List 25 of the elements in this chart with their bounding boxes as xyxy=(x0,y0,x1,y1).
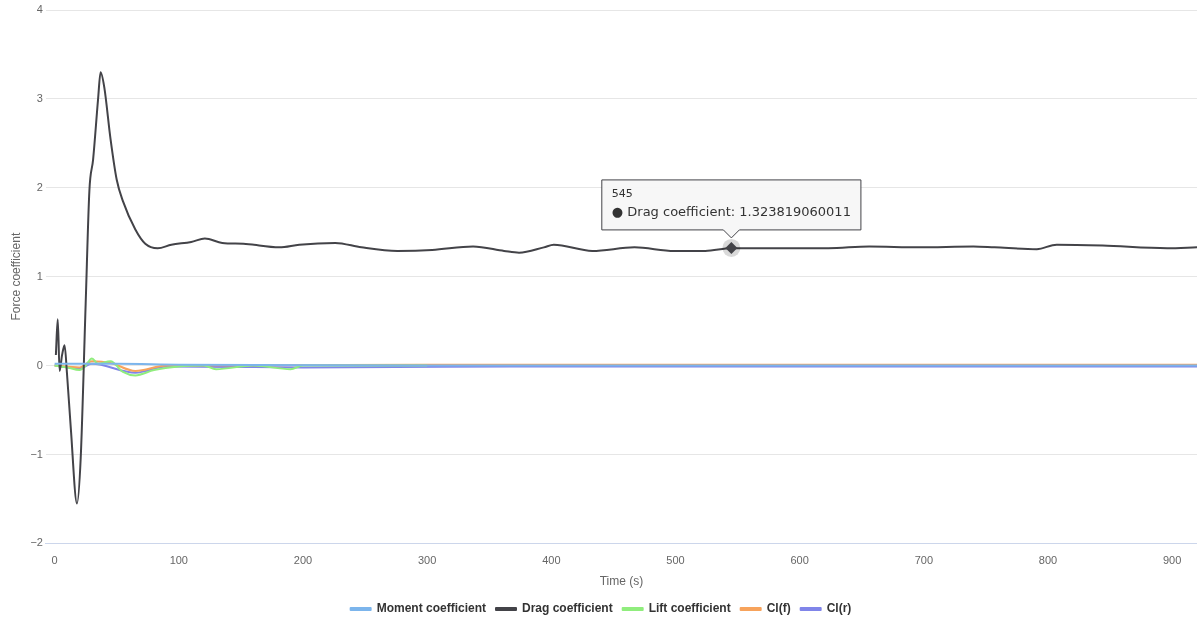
x-tick-label: 600 xyxy=(790,554,809,567)
x-tick-label: 700 xyxy=(914,554,934,567)
y-tick-label: 2 xyxy=(36,180,43,193)
y-tick-label: −1 xyxy=(30,447,43,460)
y-tick-label: 3 xyxy=(36,91,43,104)
y-tick-label: 1 xyxy=(36,269,43,282)
legend-label: Cl(r) xyxy=(826,601,852,616)
x-tick-label: 800 xyxy=(1038,554,1058,567)
x-tick-label: 200 xyxy=(293,554,313,567)
legend-label: Lift coefficient xyxy=(648,601,731,616)
x-tick-label: 300 xyxy=(417,554,437,567)
y-tick-label: −2 xyxy=(30,536,43,549)
x-tick-label: 0 xyxy=(51,554,58,567)
annotation: 545 ● Drag coefficient: 1.323819060011 xyxy=(611,186,851,220)
legend-label: Moment coefficient xyxy=(376,601,487,616)
y-tick-label: 0 xyxy=(36,358,43,371)
legend-label: Cl(f) xyxy=(766,601,791,616)
x-tick-label: 400 xyxy=(542,554,561,567)
legend-label: Drag coefficient xyxy=(522,601,613,616)
y-tick-label: 4 xyxy=(36,3,43,16)
x-tick-label: 100 xyxy=(169,554,188,567)
x-axis-title: Time (s) xyxy=(599,574,644,589)
x-tick-label: 500 xyxy=(666,554,685,567)
y-axis-title: Force coefficient xyxy=(8,232,23,321)
x-tick-label: 900 xyxy=(1162,554,1182,567)
